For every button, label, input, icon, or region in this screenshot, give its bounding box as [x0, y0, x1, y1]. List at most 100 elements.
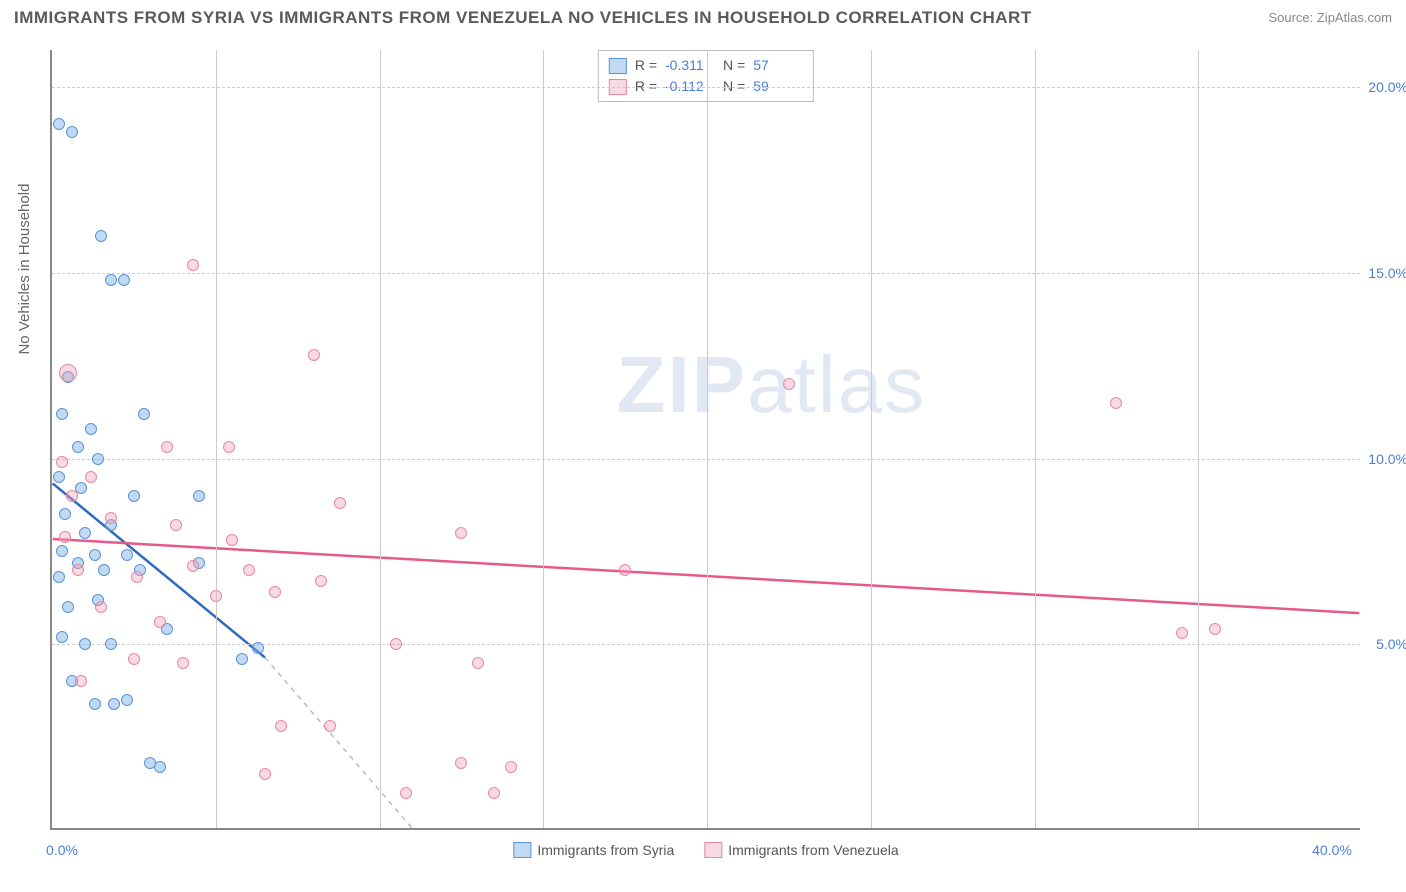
data-point [308, 349, 320, 361]
gridline-h [52, 459, 1360, 460]
data-point [89, 698, 101, 710]
data-point [59, 508, 71, 520]
gridline-v [216, 50, 217, 828]
data-point [128, 490, 140, 502]
data-point [223, 441, 235, 453]
data-point [56, 408, 68, 420]
data-point [252, 642, 264, 654]
data-point [315, 575, 327, 587]
legend-item: Immigrants from Venezuela [704, 842, 898, 858]
data-point [505, 761, 517, 773]
data-point [72, 564, 84, 576]
data-point [85, 471, 97, 483]
gridline-v [543, 50, 544, 828]
data-point [619, 564, 631, 576]
data-point [154, 616, 166, 628]
y-tick-label: 20.0% [1368, 79, 1406, 95]
data-point [66, 490, 78, 502]
data-point [455, 527, 467, 539]
data-point [400, 787, 412, 799]
data-point [154, 761, 166, 773]
data-point [275, 720, 287, 732]
data-point [187, 259, 199, 271]
data-point [1176, 627, 1188, 639]
data-point [193, 490, 205, 502]
data-point [105, 638, 117, 650]
data-point [1110, 397, 1122, 409]
source-attribution: Source: ZipAtlas.com [1268, 10, 1392, 25]
data-point [79, 638, 91, 650]
data-point [334, 497, 346, 509]
data-point [59, 531, 71, 543]
data-point [121, 694, 133, 706]
data-point [243, 564, 255, 576]
bottom-legend: Immigrants from Syria Immigrants from Ve… [513, 842, 898, 858]
gridline-h [52, 87, 1360, 88]
data-point [105, 274, 117, 286]
data-point [53, 118, 65, 130]
trend-lines [52, 50, 1360, 828]
data-point [488, 787, 500, 799]
data-point [53, 471, 65, 483]
data-point [108, 698, 120, 710]
x-tick-label: 40.0% [1312, 842, 1352, 858]
data-point [105, 512, 117, 524]
legend-item: Immigrants from Syria [513, 842, 674, 858]
data-point [89, 549, 101, 561]
gridline-h [52, 273, 1360, 274]
data-point [75, 675, 87, 687]
data-point [121, 549, 133, 561]
swatch-icon [513, 842, 531, 858]
data-point [269, 586, 281, 598]
data-point [75, 482, 87, 494]
data-point [324, 720, 336, 732]
data-point [210, 590, 222, 602]
data-point [53, 571, 65, 583]
gridline-h [52, 644, 1360, 645]
data-point [118, 274, 130, 286]
data-point [66, 126, 78, 138]
x-tick-label: 0.0% [46, 842, 78, 858]
data-point [170, 519, 182, 531]
data-point [226, 534, 238, 546]
data-point [56, 456, 68, 468]
data-point [62, 601, 74, 613]
y-tick-label: 5.0% [1376, 636, 1406, 652]
data-point [92, 453, 104, 465]
data-point [177, 657, 189, 669]
data-point [390, 638, 402, 650]
swatch-icon [704, 842, 722, 858]
data-point [259, 768, 271, 780]
data-point [472, 657, 484, 669]
y-tick-label: 15.0% [1368, 265, 1406, 281]
data-point [95, 230, 107, 242]
data-point [236, 653, 248, 665]
gridline-v [1198, 50, 1199, 828]
gridline-v [871, 50, 872, 828]
data-point [56, 631, 68, 643]
data-point [95, 601, 107, 613]
data-point [187, 560, 199, 572]
chart-plot-area: ZIPatlas R = -0.311 N = 57 R = -0.112 N … [50, 50, 1360, 830]
data-point [138, 408, 150, 420]
watermark: ZIPatlas [617, 339, 926, 431]
data-point [128, 653, 140, 665]
stats-row: R = -0.311 N = 57 [609, 55, 803, 76]
data-point [72, 441, 84, 453]
swatch-icon [609, 58, 627, 74]
data-point [56, 545, 68, 557]
data-point [783, 378, 795, 390]
data-point [161, 441, 173, 453]
data-point [455, 757, 467, 769]
gridline-v [380, 50, 381, 828]
y-axis-label: No Vehicles in Household [16, 184, 33, 355]
gridline-v [1035, 50, 1036, 828]
data-point [79, 527, 91, 539]
y-tick-label: 10.0% [1368, 451, 1406, 467]
data-point [85, 423, 97, 435]
correlation-stats-box: R = -0.311 N = 57 R = -0.112 N = 59 [598, 50, 814, 102]
data-point [131, 571, 143, 583]
data-point [1209, 623, 1221, 635]
data-point [98, 564, 110, 576]
chart-title: IMMIGRANTS FROM SYRIA VS IMMIGRANTS FROM… [14, 8, 1032, 28]
